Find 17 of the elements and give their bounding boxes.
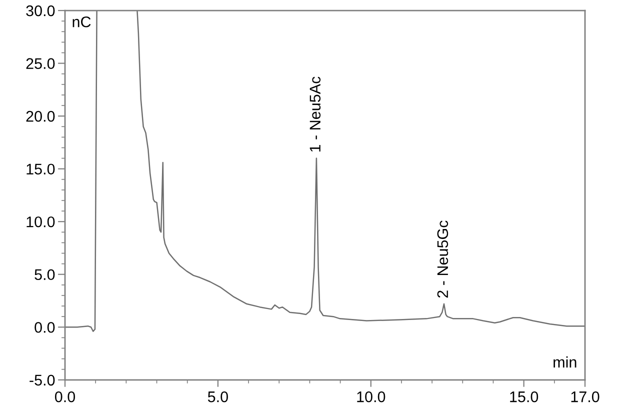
y-axis-title: nC <box>72 16 91 28</box>
y-tick-label: 0.0 <box>34 322 55 333</box>
x-tick-label: 17.0 <box>571 391 600 402</box>
y-tick-label: 30.0 <box>26 5 55 16</box>
y-tick-label: -5.0 <box>30 374 55 386</box>
y-tick-label: 15.0 <box>26 164 55 175</box>
y-tick-label: 20.0 <box>26 110 55 122</box>
x-axis-title: min <box>554 356 576 368</box>
annotation: 2 - Neu5Gc <box>437 220 448 298</box>
x-tick-label: 5.0 <box>208 391 228 402</box>
x-tick-label: 0.0 <box>54 391 76 402</box>
y-tick-label: 10.0 <box>26 216 55 228</box>
y-tick-label: 5.0 <box>34 269 55 280</box>
y-tick-label: 25.0 <box>26 58 55 69</box>
x-tick-label: 15.0 <box>510 391 538 402</box>
x-tick-label: 10.0 <box>357 391 386 402</box>
annotation: 1 - Neu5Ac <box>310 76 321 152</box>
